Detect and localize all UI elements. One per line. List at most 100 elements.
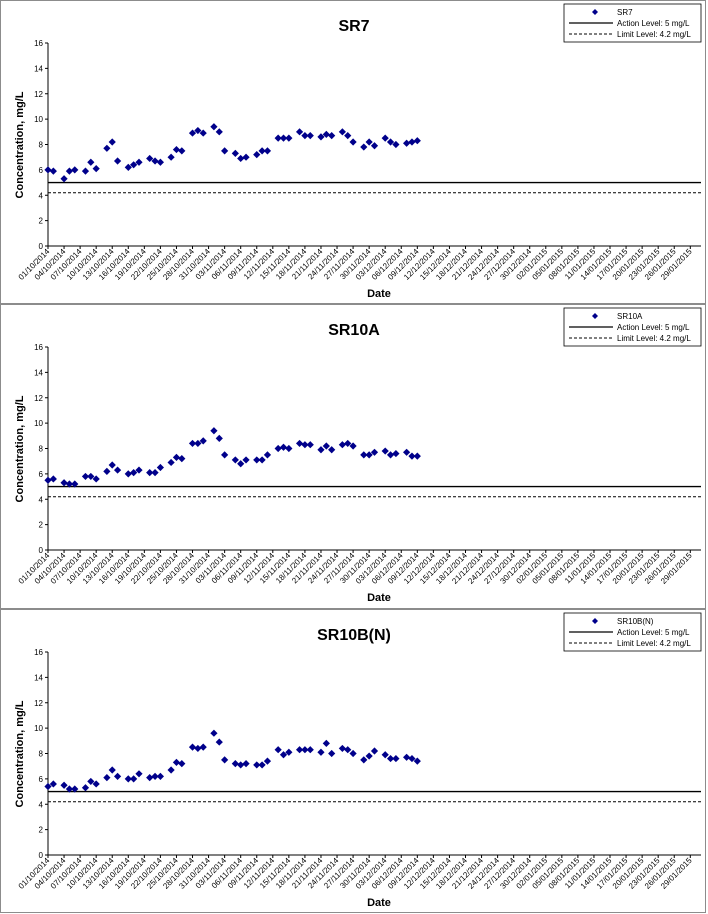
legend-label-series: SR7 (617, 8, 633, 17)
data-point (103, 774, 111, 782)
y-tick-label: 4 (39, 191, 44, 200)
data-point (301, 132, 309, 140)
data-point (408, 452, 416, 460)
legend-marker-series (592, 9, 598, 15)
data-point (360, 756, 368, 764)
y-tick-label: 8 (39, 141, 44, 150)
y-tick-label: 16 (34, 648, 43, 657)
chart-svg-sr7: SR7024681012141601/10/201404/10/201407/1… (14, 3, 702, 300)
data-point (381, 134, 389, 142)
data-point (274, 444, 282, 453)
y-tick-label: 6 (39, 470, 44, 479)
data-point (386, 138, 395, 146)
data-point (242, 153, 250, 161)
data-point (188, 439, 197, 448)
y-tick-label: 4 (39, 800, 44, 809)
data-point (194, 744, 202, 753)
data-point (242, 456, 250, 464)
y-tick-label: 0 (39, 546, 44, 555)
y-tick-label: 12 (34, 394, 43, 403)
data-point (365, 138, 373, 146)
data-point (130, 469, 138, 477)
data-point (172, 145, 181, 154)
data-point (338, 744, 346, 753)
data-point (306, 132, 314, 140)
legend-marker-series (592, 313, 598, 319)
data-point (188, 129, 197, 137)
data-point (81, 167, 90, 175)
legend-label-action: Action Level: 5 mg/L (617, 628, 690, 637)
y-axis-label: Concentration, mg/L (14, 395, 26, 502)
data-point (349, 749, 357, 758)
data-point (295, 746, 304, 754)
data-point (413, 137, 421, 145)
data-point (156, 463, 165, 472)
y-tick-label: 12 (34, 90, 43, 99)
data-point (124, 775, 132, 783)
data-point (87, 777, 95, 786)
data-point (392, 449, 400, 458)
data-point (253, 151, 261, 159)
data-point (221, 147, 229, 155)
legend: SR10B(N) Action Level: 5 mg/L Limit Level:… (563, 612, 702, 652)
data-point (344, 132, 352, 140)
chart-panel-sr7: SR7 0 2 4 6 8 10 12 14 16 01/10/2014 04/10/2014 07/1… (0, 0, 706, 304)
data-point (263, 451, 272, 459)
y-tick-label: 14 (34, 368, 43, 377)
data-point (135, 158, 143, 166)
data-point (253, 761, 261, 769)
legend: SR7 Action Level: 5 mg/L Limit Level: 4.2 … (563, 3, 702, 43)
data-point (49, 780, 57, 788)
data-point (151, 469, 159, 477)
y-tick-label: 2 (39, 217, 44, 226)
data-point (338, 128, 346, 136)
data-point (221, 756, 229, 764)
legend-label-limit: Limit Level: 4.2 mg/L (617, 639, 691, 648)
y-tick-label: 6 (39, 775, 44, 784)
data-point (221, 451, 229, 459)
data-point (156, 158, 165, 166)
data-point (258, 456, 266, 464)
data-point (215, 738, 223, 746)
chart-panel-sr10a: SR10A 0 2 4 6 8 10 12 14 16 01/10/2014 04/10/2014 07… (0, 304, 706, 609)
legend-label-limit: Limit Level: 4.2 mg/L (617, 30, 691, 39)
data-point (231, 149, 239, 157)
y-tick-label: 0 (39, 242, 44, 251)
data-point (344, 439, 352, 448)
data-point (44, 166, 52, 174)
data-point (210, 729, 218, 737)
data-point (322, 130, 330, 138)
data-point (295, 439, 304, 448)
data-point (49, 475, 57, 483)
data-point (167, 153, 175, 161)
data-point (108, 766, 116, 774)
data-point (167, 458, 175, 467)
y-tick-label: 16 (34, 343, 43, 352)
data-point (274, 134, 282, 142)
data-point (199, 437, 207, 445)
data-point (237, 154, 245, 163)
data-point (135, 770, 143, 778)
data-point (328, 446, 336, 454)
chart-title: SR7 (338, 18, 369, 35)
data-point (65, 785, 74, 793)
data-point (274, 746, 282, 754)
plot-area (48, 347, 701, 550)
data-point (403, 139, 411, 147)
data-point (146, 154, 154, 163)
data-point (65, 167, 74, 175)
data-point (370, 142, 379, 150)
data-point (87, 158, 95, 166)
legend-marker-series (592, 618, 598, 624)
data-point (381, 447, 389, 455)
chart-svg-sr10bn: SR10B(N)024681012141601/10/201404/10/201… (14, 612, 702, 909)
data-point (108, 138, 116, 146)
data-point (130, 161, 138, 169)
legend-label-action: Action Level: 5 mg/L (617, 19, 690, 28)
data-point (328, 749, 336, 758)
legend: SR10A Action Level: 5 mg/L Limit Level: 4.… (563, 307, 702, 347)
data-point (285, 748, 293, 756)
data-point (49, 167, 57, 175)
data-point (60, 175, 68, 183)
data-point (44, 476, 52, 484)
